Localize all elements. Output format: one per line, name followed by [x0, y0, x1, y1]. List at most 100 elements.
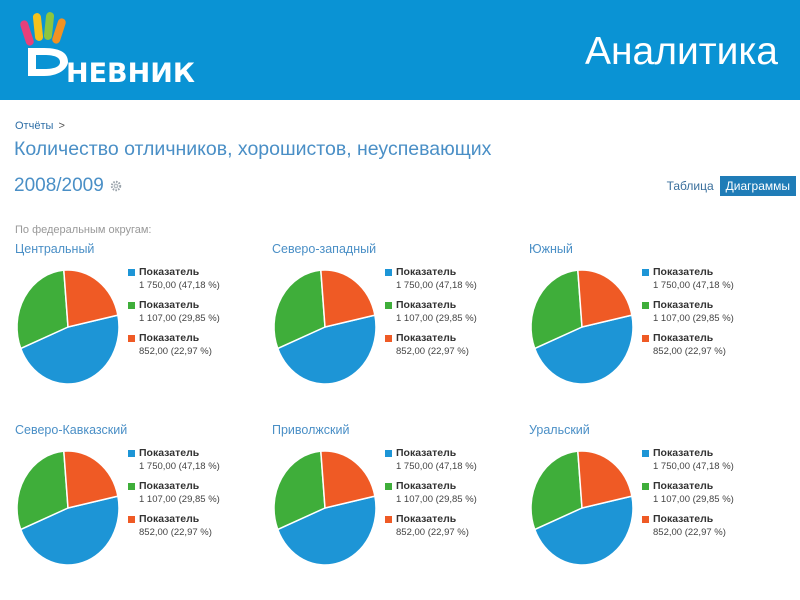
pie-chart	[530, 269, 634, 385]
chart-panel: Северо-Кавказский Показатель 1 750,00 (47,…	[15, 423, 265, 583]
legend-swatch	[642, 302, 649, 309]
chart-panel: Северо-западный Показатель 1 750,00 (47,18…	[272, 242, 522, 402]
legend-series-name: Показатель	[653, 513, 714, 525]
legend-item: Показатель 852,00 (22,97 %)	[128, 332, 253, 365]
hand-logo-icon	[20, 12, 68, 76]
chart-title: Северо-Кавказский	[15, 423, 128, 437]
breadcrumb-separator: >	[58, 120, 65, 132]
pie-slice[interactable]	[320, 269, 376, 328]
tab-table[interactable]: Таблица	[666, 179, 714, 193]
pie-slice[interactable]	[276, 314, 377, 385]
chart-title: Южный	[529, 242, 573, 256]
legend-series-name: Показатель	[139, 266, 200, 278]
tab-charts[interactable]: Диаграммы	[719, 176, 796, 196]
pie-slice[interactable]	[530, 450, 583, 531]
legend-value-label: 1 107,00 (29,85 %)	[139, 313, 220, 324]
legend-swatch	[385, 483, 392, 490]
legend-series-name: Показатель	[396, 299, 457, 311]
legend-series-name: Показатель	[139, 447, 200, 459]
legend-value-label: 1 750,00 (47,18 %)	[139, 461, 220, 472]
header-title: Аналитика	[584, 30, 778, 73]
chart-panel: Южный Показатель 1 750,00 (47,18 %) Показат…	[529, 242, 779, 402]
pie-slice[interactable]	[533, 314, 634, 385]
legend-swatch	[642, 483, 649, 490]
pie-slice[interactable]	[63, 269, 119, 328]
legend-value-label: 1 107,00 (29,85 %)	[139, 494, 220, 505]
chart-title: Северо-западный	[272, 242, 377, 256]
legend-swatch	[128, 302, 135, 309]
chart-panel: Приволжский Показатель 1 750,00 (47,18 %) П…	[272, 423, 522, 583]
legend-swatch	[128, 483, 135, 490]
header-bar: НЕВНИК Аналитика	[0, 0, 800, 100]
year-selector[interactable]: 2008/2009	[14, 175, 122, 197]
pie-slice[interactable]	[276, 495, 377, 566]
legend-value-label: 1 107,00 (29,85 %)	[653, 313, 734, 324]
section-subtitle: По федеральным округам:	[15, 224, 152, 236]
legend-value-label: 1 750,00 (47,18 %)	[396, 461, 477, 472]
legend-item: Показатель 852,00 (22,97 %)	[128, 513, 253, 546]
legend-swatch	[642, 269, 649, 276]
legend-item: Показатель 1 750,00 (47,18 %)	[385, 266, 510, 299]
legend-item: Показатель 1 107,00 (29,85 %)	[385, 480, 510, 513]
legend-item: Показатель 1 750,00 (47,18 %)	[642, 266, 767, 299]
legend-swatch	[385, 269, 392, 276]
legend-swatch	[128, 269, 135, 276]
legend-item: Показатель 852,00 (22,97 %)	[642, 513, 767, 546]
legend-value-label: 1 750,00 (47,18 %)	[396, 280, 477, 291]
pie-slice[interactable]	[16, 269, 69, 350]
pie-slice[interactable]	[273, 269, 326, 350]
pie-slice[interactable]	[320, 450, 376, 509]
legend-series-name: Показатель	[396, 480, 457, 492]
legend-swatch	[128, 516, 135, 523]
gear-icon[interactable]	[110, 180, 122, 192]
legend-series-name: Показатель	[653, 332, 714, 344]
legend-value-label: 1 107,00 (29,85 %)	[653, 494, 734, 505]
legend-swatch	[642, 450, 649, 457]
legend-item: Показатель 1 750,00 (47,18 %)	[642, 447, 767, 480]
pie-chart	[16, 450, 120, 566]
pie-slice[interactable]	[533, 495, 634, 566]
legend-series-name: Показатель	[653, 447, 714, 459]
pie-slice[interactable]	[19, 314, 120, 385]
legend-series-name: Показатель	[139, 480, 200, 492]
pie-slice[interactable]	[577, 269, 633, 328]
dnevnik-logo[interactable]: НЕВНИК	[18, 10, 195, 89]
legend-series-name: Показатель	[396, 266, 457, 278]
legend-series-name: Показатель	[653, 299, 714, 311]
chart-title: Центральный	[15, 242, 95, 256]
legend-swatch	[642, 335, 649, 342]
pie-slice[interactable]	[63, 450, 119, 509]
pie-slice[interactable]	[19, 495, 120, 566]
legend-item: Показатель 1 750,00 (47,18 %)	[128, 447, 253, 480]
pie-slice[interactable]	[530, 269, 583, 350]
breadcrumb: Отчёты >	[15, 120, 65, 132]
legend-value-label: 852,00 (22,97 %)	[396, 527, 469, 538]
chart-panel: Центральный Показатель 1 750,00 (47,18 %) П…	[15, 242, 265, 402]
chart-title: Уральский	[529, 423, 590, 437]
legend-swatch	[385, 335, 392, 342]
legend-series-name: Показатель	[396, 513, 457, 525]
legend-swatch	[385, 302, 392, 309]
chart-panel: Уральский Показатель 1 750,00 (47,18 %) Пок…	[529, 423, 779, 583]
legend-value-label: 1 107,00 (29,85 %)	[396, 313, 477, 324]
page-title: Количество отличников, хорошистов, неусп…	[14, 138, 492, 160]
breadcrumb-link-reports[interactable]: Отчёты	[15, 120, 54, 132]
legend-value-label: 852,00 (22,97 %)	[139, 527, 212, 538]
legend-item: Показатель 1 750,00 (47,18 %)	[385, 447, 510, 480]
chart-legend: Показатель 1 750,00 (47,18 %) Показатель 1 …	[385, 266, 510, 365]
pie-slice[interactable]	[577, 450, 633, 509]
chart-legend: Показатель 1 750,00 (47,18 %) Показатель 1 …	[385, 447, 510, 546]
legend-series-name: Показатель	[653, 266, 714, 278]
legend-swatch	[385, 450, 392, 457]
legend-item: Показатель 852,00 (22,97 %)	[385, 513, 510, 546]
year-label: 2008/2009	[14, 175, 104, 196]
legend-swatch	[385, 516, 392, 523]
legend-item: Показатель 852,00 (22,97 %)	[642, 332, 767, 365]
legend-value-label: 852,00 (22,97 %)	[396, 346, 469, 357]
legend-value-label: 1 750,00 (47,18 %)	[653, 461, 734, 472]
legend-series-name: Показатель	[396, 332, 457, 344]
pie-slice[interactable]	[273, 450, 326, 531]
legend-item: Показатель 1 107,00 (29,85 %)	[128, 480, 253, 513]
legend-series-name: Показатель	[139, 332, 200, 344]
pie-slice[interactable]	[16, 450, 69, 531]
